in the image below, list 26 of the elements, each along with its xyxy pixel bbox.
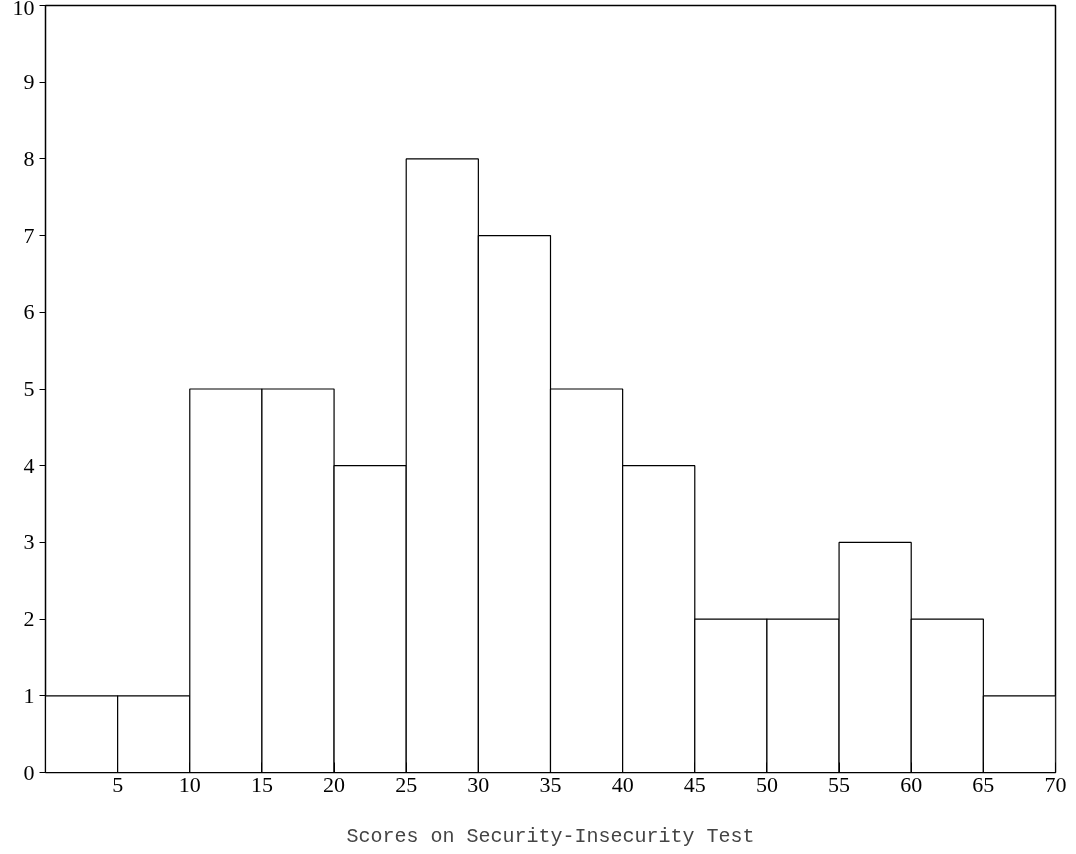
x-tick-label: 30 <box>467 771 490 797</box>
y-tick-label: 3 <box>23 529 35 555</box>
x-tick-label: 20 <box>323 771 346 797</box>
y-tick-label: 10 <box>12 0 35 20</box>
x-tick-label: 40 <box>611 771 634 797</box>
y-tick-label: 9 <box>23 69 35 95</box>
x-tick-label: 60 <box>900 771 923 797</box>
y-tick-label: 2 <box>23 606 35 632</box>
x-tick-label: 5 <box>112 771 124 797</box>
x-tick-label: 70 <box>1044 771 1067 797</box>
x-tick-label: 25 <box>395 771 418 797</box>
y-tick-label: 5 <box>23 376 35 401</box>
y-tick-label: 0 <box>23 759 35 785</box>
y-tick-label: 6 <box>23 299 35 325</box>
y-tick-label: 7 <box>23 222 35 248</box>
x-axis-title: Scores on Security-Insecurity Test <box>346 824 755 848</box>
x-tick-label: 55 <box>828 771 851 797</box>
x-tick-label: 50 <box>755 771 778 797</box>
y-tick-label: 4 <box>23 452 35 478</box>
y-tick-label: 1 <box>23 682 35 708</box>
x-tick-label: 15 <box>250 771 273 797</box>
y-tick-label: 8 <box>23 145 35 171</box>
x-tick-label: 10 <box>178 771 201 797</box>
x-tick-label: 45 <box>683 771 706 797</box>
x-tick-label: 65 <box>972 771 995 797</box>
x-tick-label: 35 <box>539 771 562 797</box>
